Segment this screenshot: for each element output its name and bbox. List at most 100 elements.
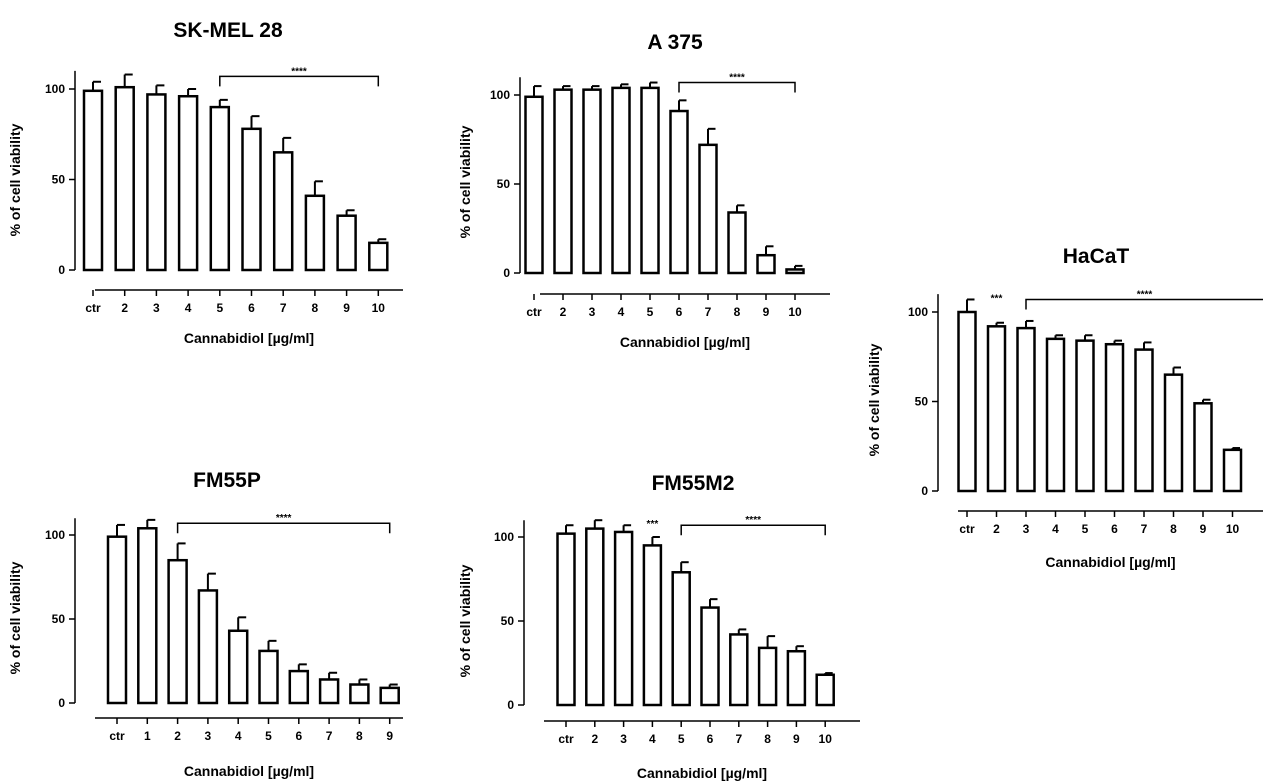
- y-tick-label: 100: [908, 305, 928, 319]
- x-tick-label: ctr: [109, 729, 125, 743]
- bar-8: [727, 211, 747, 275]
- bar-10: [785, 268, 805, 275]
- bar-ctr: [82, 89, 104, 272]
- x-tick-label: 5: [265, 729, 272, 743]
- x-tick-label: 10: [1226, 522, 1240, 536]
- bar-6: [700, 606, 720, 707]
- x-tick-label: 7: [735, 732, 742, 746]
- bar-2: [553, 88, 573, 275]
- x-axis-label: Cannabidiol [µg/ml]: [1045, 554, 1175, 570]
- x-tick-label: 9: [763, 305, 770, 319]
- y-tick-label: 0: [507, 698, 514, 712]
- bar-ctr: [524, 95, 544, 275]
- x-axis-label: Cannabidiol [µg/ml]: [184, 330, 314, 346]
- significance-bracket: [678, 81, 796, 93]
- significance-label: ****: [1137, 289, 1153, 300]
- x-tick-label: 2: [591, 732, 598, 746]
- x-tick-label: 8: [356, 729, 363, 743]
- x-tick-label: 8: [1170, 522, 1177, 536]
- x-tick-label: 2: [993, 522, 1000, 536]
- x-tick-label: 2: [121, 301, 128, 315]
- bar-3: [146, 93, 167, 272]
- x-tick-label: 6: [295, 729, 302, 743]
- y-tick-label: 50: [52, 612, 66, 626]
- x-tick-label: 10: [372, 301, 386, 315]
- x-tick-label: 8: [764, 732, 771, 746]
- bar-5: [671, 571, 691, 707]
- y-tick-label: 50: [52, 173, 66, 187]
- x-axis-label: Cannabidiol [µg/ml]: [620, 334, 750, 350]
- bar-1: [137, 527, 158, 705]
- x-axis-label: Cannabidiol [µg/ml]: [184, 763, 314, 779]
- bar-8: [757, 646, 778, 707]
- bar-2: [986, 325, 1007, 493]
- bar-3: [1016, 326, 1036, 493]
- x-tick-label: 9: [793, 732, 800, 746]
- bar-7: [318, 678, 340, 705]
- x-tick-label: 5: [1082, 522, 1089, 536]
- x-tick-label: 3: [620, 732, 627, 746]
- bar-5: [1075, 339, 1095, 493]
- x-tick-label: 7: [1141, 522, 1148, 536]
- y-tick-label: 100: [494, 530, 514, 544]
- significance-bracket: [219, 75, 380, 87]
- y-axis-label: % of cell viability: [7, 561, 23, 674]
- x-tick-label: 3: [1023, 522, 1030, 536]
- x-tick-label: 7: [326, 729, 333, 743]
- bar-2: [114, 85, 135, 272]
- bar-6: [288, 669, 310, 705]
- significance-label: ****: [291, 66, 307, 77]
- bar-10: [815, 673, 835, 707]
- x-tick-label: 2: [560, 305, 567, 319]
- y-tick-label: 100: [45, 528, 65, 542]
- x-tick-label: ctr: [85, 301, 101, 315]
- x-tick-label: ctr: [526, 305, 542, 319]
- chart-panel: FM55M2 0 50 100 % of cell viability ctr 2 3 4 5 6 7…: [457, 472, 860, 781]
- chart-title: SK-MEL 28: [173, 19, 283, 42]
- y-axis-label: % of cell viability: [457, 125, 473, 238]
- x-tick-label: 4: [185, 301, 192, 315]
- y-axis-label: % of cell viability: [866, 343, 882, 456]
- y-tick-label: 50: [501, 614, 515, 628]
- x-tick-label: 3: [153, 301, 160, 315]
- x-tick-label: 4: [235, 729, 242, 743]
- significance-label: ****: [276, 513, 292, 524]
- bar-4: [177, 94, 199, 272]
- x-tick-label: 6: [676, 305, 683, 319]
- bar-10: [368, 241, 389, 272]
- x-axis-label: Cannabidiol [µg/ml]: [637, 765, 767, 781]
- bar-ctr: [556, 532, 576, 707]
- chart-title: HaCaT: [1063, 245, 1130, 268]
- y-tick-label: 50: [497, 177, 511, 191]
- x-tick-label: 4: [618, 305, 625, 319]
- chart-title: FM55P: [193, 469, 261, 492]
- y-tick-label: 0: [921, 484, 928, 498]
- x-tick-label: 10: [819, 732, 833, 746]
- x-tick-label: 9: [1200, 522, 1207, 536]
- x-tick-label: 6: [1111, 522, 1118, 536]
- x-tick-label: 5: [647, 305, 654, 319]
- bar-3: [582, 88, 602, 275]
- y-axis-label: % of cell viability: [457, 564, 473, 677]
- significance-label: ****: [745, 515, 761, 526]
- y-tick-label: 0: [58, 263, 65, 277]
- significance-bracket: [1025, 298, 1263, 310]
- y-tick-label: 100: [45, 82, 65, 96]
- x-tick-label: 8: [312, 301, 319, 315]
- bar-6: [241, 127, 262, 272]
- bar-3: [613, 530, 634, 707]
- x-tick-label: 1: [144, 729, 151, 743]
- x-tick-label: 3: [589, 305, 596, 319]
- x-tick-label: 6: [248, 301, 255, 315]
- bar-5: [209, 105, 231, 272]
- x-tick-label: 7: [705, 305, 712, 319]
- bar-4: [642, 544, 663, 707]
- bar-3: [197, 589, 219, 705]
- significance-bracket: [680, 524, 826, 536]
- significance-label: ***: [647, 519, 659, 530]
- x-tick-label: 10: [788, 305, 802, 319]
- chart-panel: HaCaT 0 50 100 % of cell viability ctr 2 3 4 5 6 7 8…: [866, 245, 1263, 570]
- bar-5: [258, 649, 279, 705]
- chart-panel: SK-MEL 28 0 50 100 % of cell viability ctr 2 3 4…: [7, 19, 403, 346]
